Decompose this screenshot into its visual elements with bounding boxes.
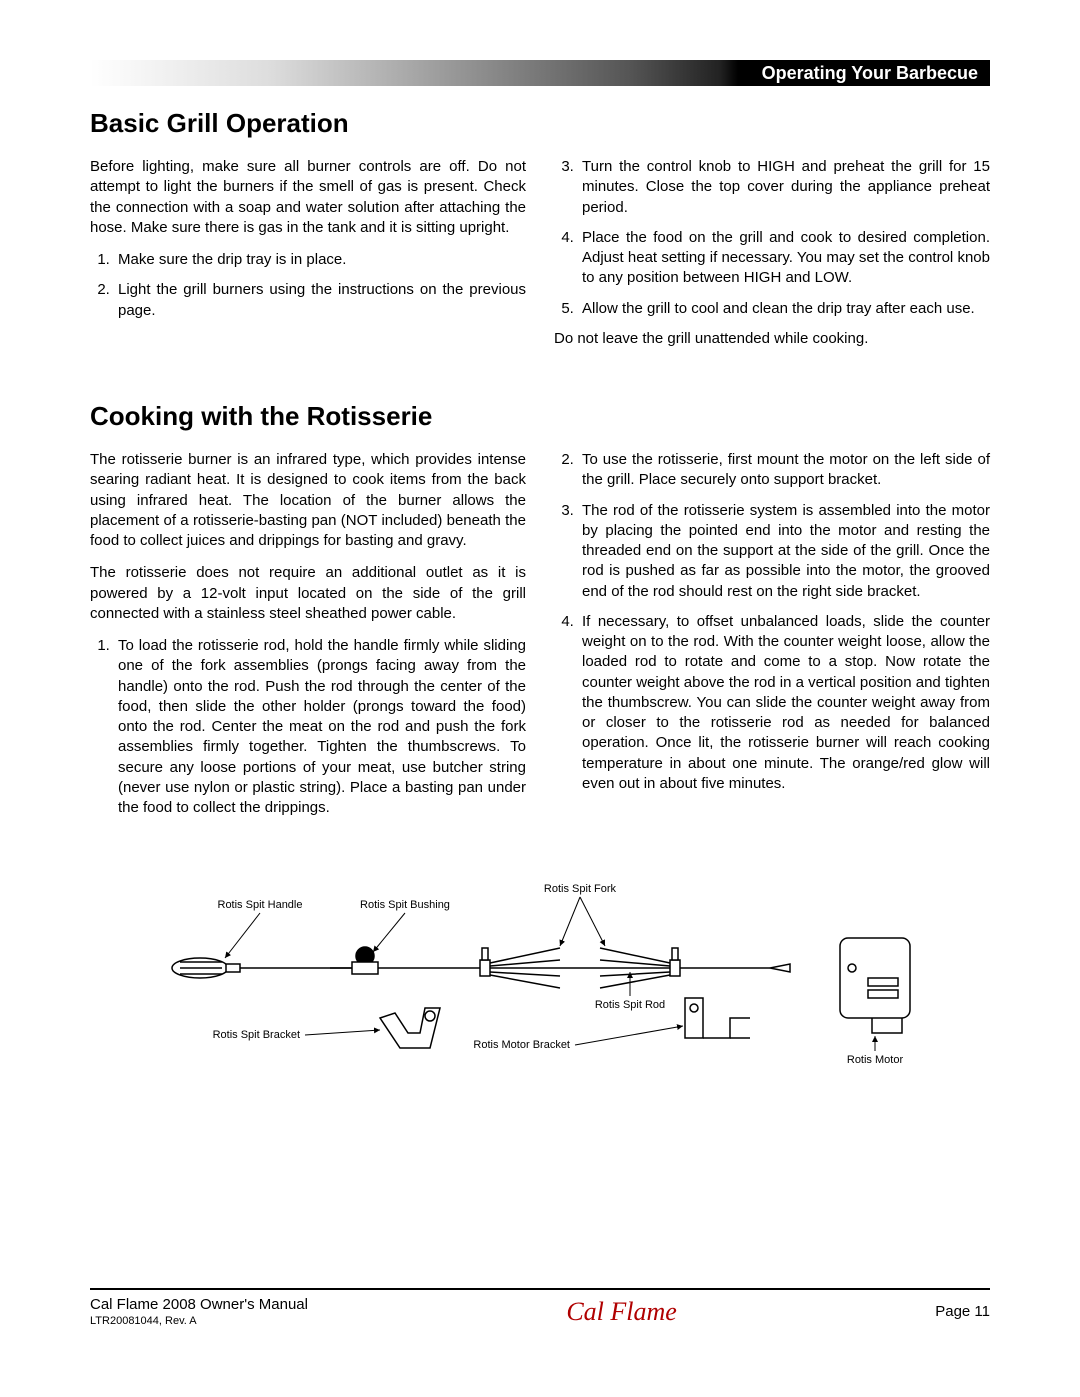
- section1-intro: Before lighting, make sure all burner co…: [90, 157, 526, 238]
- section2-body: The rotisserie burner is an infrared typ…: [90, 450, 990, 828]
- section2-heading: Cooking with the Rotisserie: [90, 401, 990, 432]
- label-motor-bracket: Rotis Motor Bracket: [473, 1039, 570, 1051]
- label-handle: Rotis Spit Handle: [218, 899, 303, 911]
- section2-p2: The rotisserie does not require an addit…: [90, 563, 526, 624]
- section1-tail: Do not leave the grill unattended while …: [554, 329, 990, 349]
- list-item: Light the grill burners using the instru…: [114, 280, 526, 321]
- list-item: The rod of the rotisserie system is asse…: [578, 501, 990, 602]
- section1-heading: Basic Grill Operation: [90, 108, 990, 139]
- list-item: Allow the grill to cool and clean the dr…: [578, 299, 990, 319]
- section1-body: Before lighting, make sure all burner co…: [90, 157, 990, 361]
- footer-sub: LTR20081044, Rev. A: [90, 1315, 308, 1327]
- label-bushing: Rotis Spit Bushing: [360, 899, 450, 911]
- list-item: If necessary, to offset unbalanced loads…: [578, 612, 990, 794]
- list-item: Turn the control knob to HIGH and prehea…: [578, 157, 990, 218]
- header-bar: Operating Your Barbecue: [90, 60, 990, 86]
- list-item: Make sure the drip tray is in place.: [114, 250, 526, 270]
- page-footer: Cal Flame 2008 Owner's Manual LTR2008104…: [90, 1288, 990, 1327]
- list-item: To use the rotisserie, first mount the m…: [578, 450, 990, 491]
- section2-p1: The rotisserie burner is an infrared typ…: [90, 450, 526, 551]
- header-title: Operating Your Barbecue: [762, 63, 978, 84]
- footer-brand: Cal Flame: [566, 1297, 677, 1327]
- list-item: To load the rotisserie rod, hold the han…: [114, 636, 526, 818]
- label-rod: Rotis Spit Rod: [595, 999, 665, 1011]
- label-bracket: Rotis Spit Bracket: [213, 1029, 300, 1041]
- list-item: Place the food on the grill and cook to …: [578, 228, 990, 289]
- label-motor: Rotis Motor: [847, 1054, 904, 1066]
- footer-left: Cal Flame 2008 Owner's Manual: [90, 1296, 308, 1313]
- label-fork: Rotis Spit Fork: [544, 883, 617, 895]
- footer-page: Page 11: [935, 1303, 990, 1320]
- rotisserie-diagram: Rotis Spit Handle Rotis Spit Bushing Rot…: [90, 868, 990, 1068]
